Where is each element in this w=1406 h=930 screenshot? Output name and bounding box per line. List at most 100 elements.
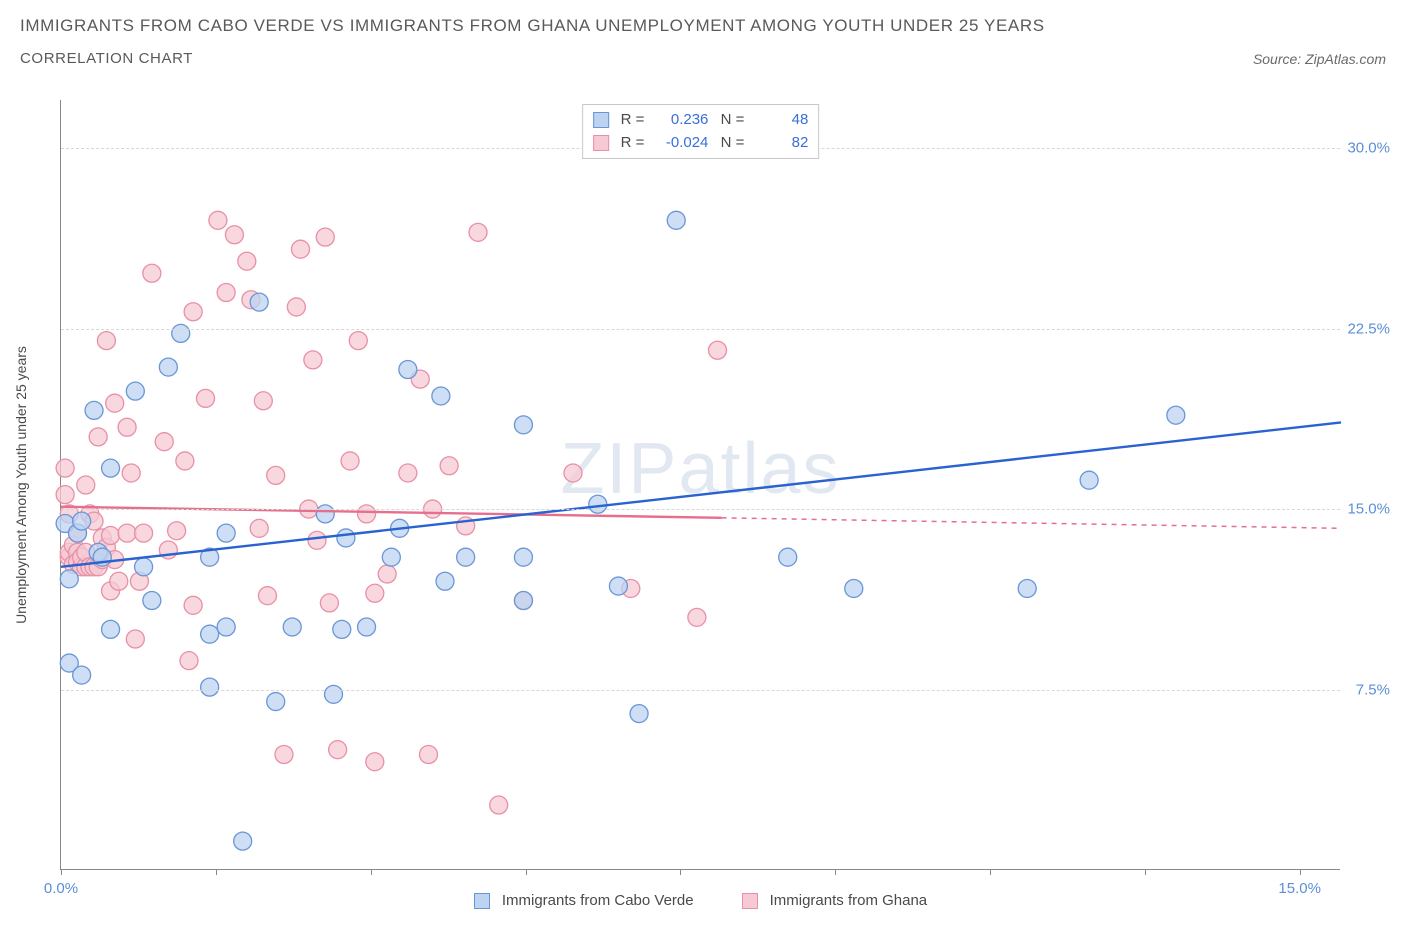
x-tick — [526, 869, 527, 875]
scatter-point — [688, 608, 706, 626]
scatter-point — [159, 358, 177, 376]
scatter-point — [60, 570, 78, 588]
scatter-point — [97, 332, 115, 350]
x-tick — [835, 869, 836, 875]
scatter-point — [432, 387, 450, 405]
source-credit: Source: ZipAtlas.com — [1253, 51, 1386, 67]
swatch-ghana — [593, 135, 609, 151]
scatter-point — [201, 678, 219, 696]
scatter-point — [341, 452, 359, 470]
legend-item-ghana: Immigrants from Ghana — [742, 892, 928, 909]
scatter-point — [258, 587, 276, 605]
trend-line — [61, 422, 1341, 566]
scatter-point — [197, 389, 215, 407]
main-title: IMMIGRANTS FROM CABO VERDE VS IMMIGRANTS… — [20, 16, 1386, 36]
scatter-point — [56, 459, 74, 477]
y-tick-label: 30.0% — [1347, 140, 1390, 157]
scatter-point — [609, 577, 627, 595]
gridline — [61, 690, 1340, 691]
n-value-ghana: 82 — [752, 132, 808, 155]
scatter-point — [490, 796, 508, 814]
x-tick-label: 0.0% — [44, 880, 78, 897]
x-tick — [216, 869, 217, 875]
source-name: ZipAtlas.com — [1305, 51, 1386, 67]
scatter-point — [102, 527, 120, 545]
header-block: IMMIGRANTS FROM CABO VERDE VS IMMIGRANTS… — [0, 0, 1406, 73]
scatter-point — [225, 226, 243, 244]
scatter-point — [1167, 406, 1185, 424]
scatter-point — [135, 558, 153, 576]
scatter-svg — [61, 100, 1340, 869]
scatter-point — [630, 705, 648, 723]
y-tick-label: 15.0% — [1347, 501, 1390, 518]
scatter-point — [201, 625, 219, 643]
scatter-point — [172, 324, 190, 342]
scatter-point — [436, 572, 454, 590]
scatter-point — [709, 341, 727, 359]
scatter-point — [106, 394, 124, 412]
scatter-point — [254, 392, 272, 410]
scatter-point — [217, 284, 235, 302]
legend-label-ghana: Immigrants from Ghana — [770, 892, 928, 909]
correlation-legend: R = 0.236 N = 48 R = -0.024 N = 82 — [582, 104, 820, 159]
scatter-point — [589, 495, 607, 513]
scatter-point — [399, 464, 417, 482]
trend-line-extrapolated — [722, 518, 1341, 528]
scatter-point — [250, 293, 268, 311]
scatter-point — [564, 464, 582, 482]
plot-area: Unemployment Among Youth under 25 years … — [60, 100, 1340, 870]
swatch-cabo-verde — [474, 893, 490, 909]
scatter-point — [102, 620, 120, 638]
scatter-point — [325, 685, 343, 703]
scatter-point — [366, 753, 384, 771]
n-label: N = — [716, 109, 744, 132]
scatter-point — [168, 522, 186, 540]
scatter-point — [217, 524, 235, 542]
swatch-cabo-verde — [593, 112, 609, 128]
x-tick — [1300, 869, 1301, 875]
scatter-point — [77, 476, 95, 494]
scatter-point — [180, 652, 198, 670]
subtitle-row: CORRELATION CHART Source: ZipAtlas.com — [20, 50, 1386, 67]
scatter-point — [126, 382, 144, 400]
correlation-row-ghana: R = -0.024 N = 82 — [593, 132, 809, 155]
scatter-point — [217, 618, 235, 636]
x-tick — [680, 869, 681, 875]
scatter-point — [122, 464, 140, 482]
x-tick — [990, 869, 991, 875]
scatter-point — [514, 592, 532, 610]
swatch-ghana — [742, 893, 758, 909]
scatter-point — [118, 418, 136, 436]
scatter-point — [304, 351, 322, 369]
scatter-point — [283, 618, 301, 636]
scatter-point — [333, 620, 351, 638]
scatter-point — [667, 211, 685, 229]
scatter-point — [469, 223, 487, 241]
scatter-point — [85, 401, 103, 419]
scatter-point — [143, 264, 161, 282]
scatter-point — [514, 416, 532, 434]
r-label: R = — [621, 109, 645, 132]
scatter-point — [102, 459, 120, 477]
scatter-point — [155, 433, 173, 451]
correlation-row-cabo-verde: R = 0.236 N = 48 — [593, 109, 809, 132]
x-tick — [371, 869, 372, 875]
scatter-point — [366, 584, 384, 602]
scatter-point — [135, 524, 153, 542]
scatter-point — [209, 211, 227, 229]
scatter-point — [1018, 579, 1036, 597]
scatter-point — [126, 630, 144, 648]
x-tick — [1145, 869, 1146, 875]
scatter-point — [349, 332, 367, 350]
scatter-point — [267, 693, 285, 711]
legend-label-cabo-verde: Immigrants from Cabo Verde — [502, 892, 694, 909]
subtitle: CORRELATION CHART — [20, 50, 193, 67]
scatter-point — [287, 298, 305, 316]
scatter-point — [291, 240, 309, 258]
scatter-point — [329, 741, 347, 759]
scatter-point — [118, 524, 136, 542]
r-label: R = — [621, 132, 645, 155]
scatter-point — [779, 548, 797, 566]
series-legend: Immigrants from Cabo Verde Immigrants fr… — [61, 892, 1340, 909]
scatter-point — [184, 596, 202, 614]
